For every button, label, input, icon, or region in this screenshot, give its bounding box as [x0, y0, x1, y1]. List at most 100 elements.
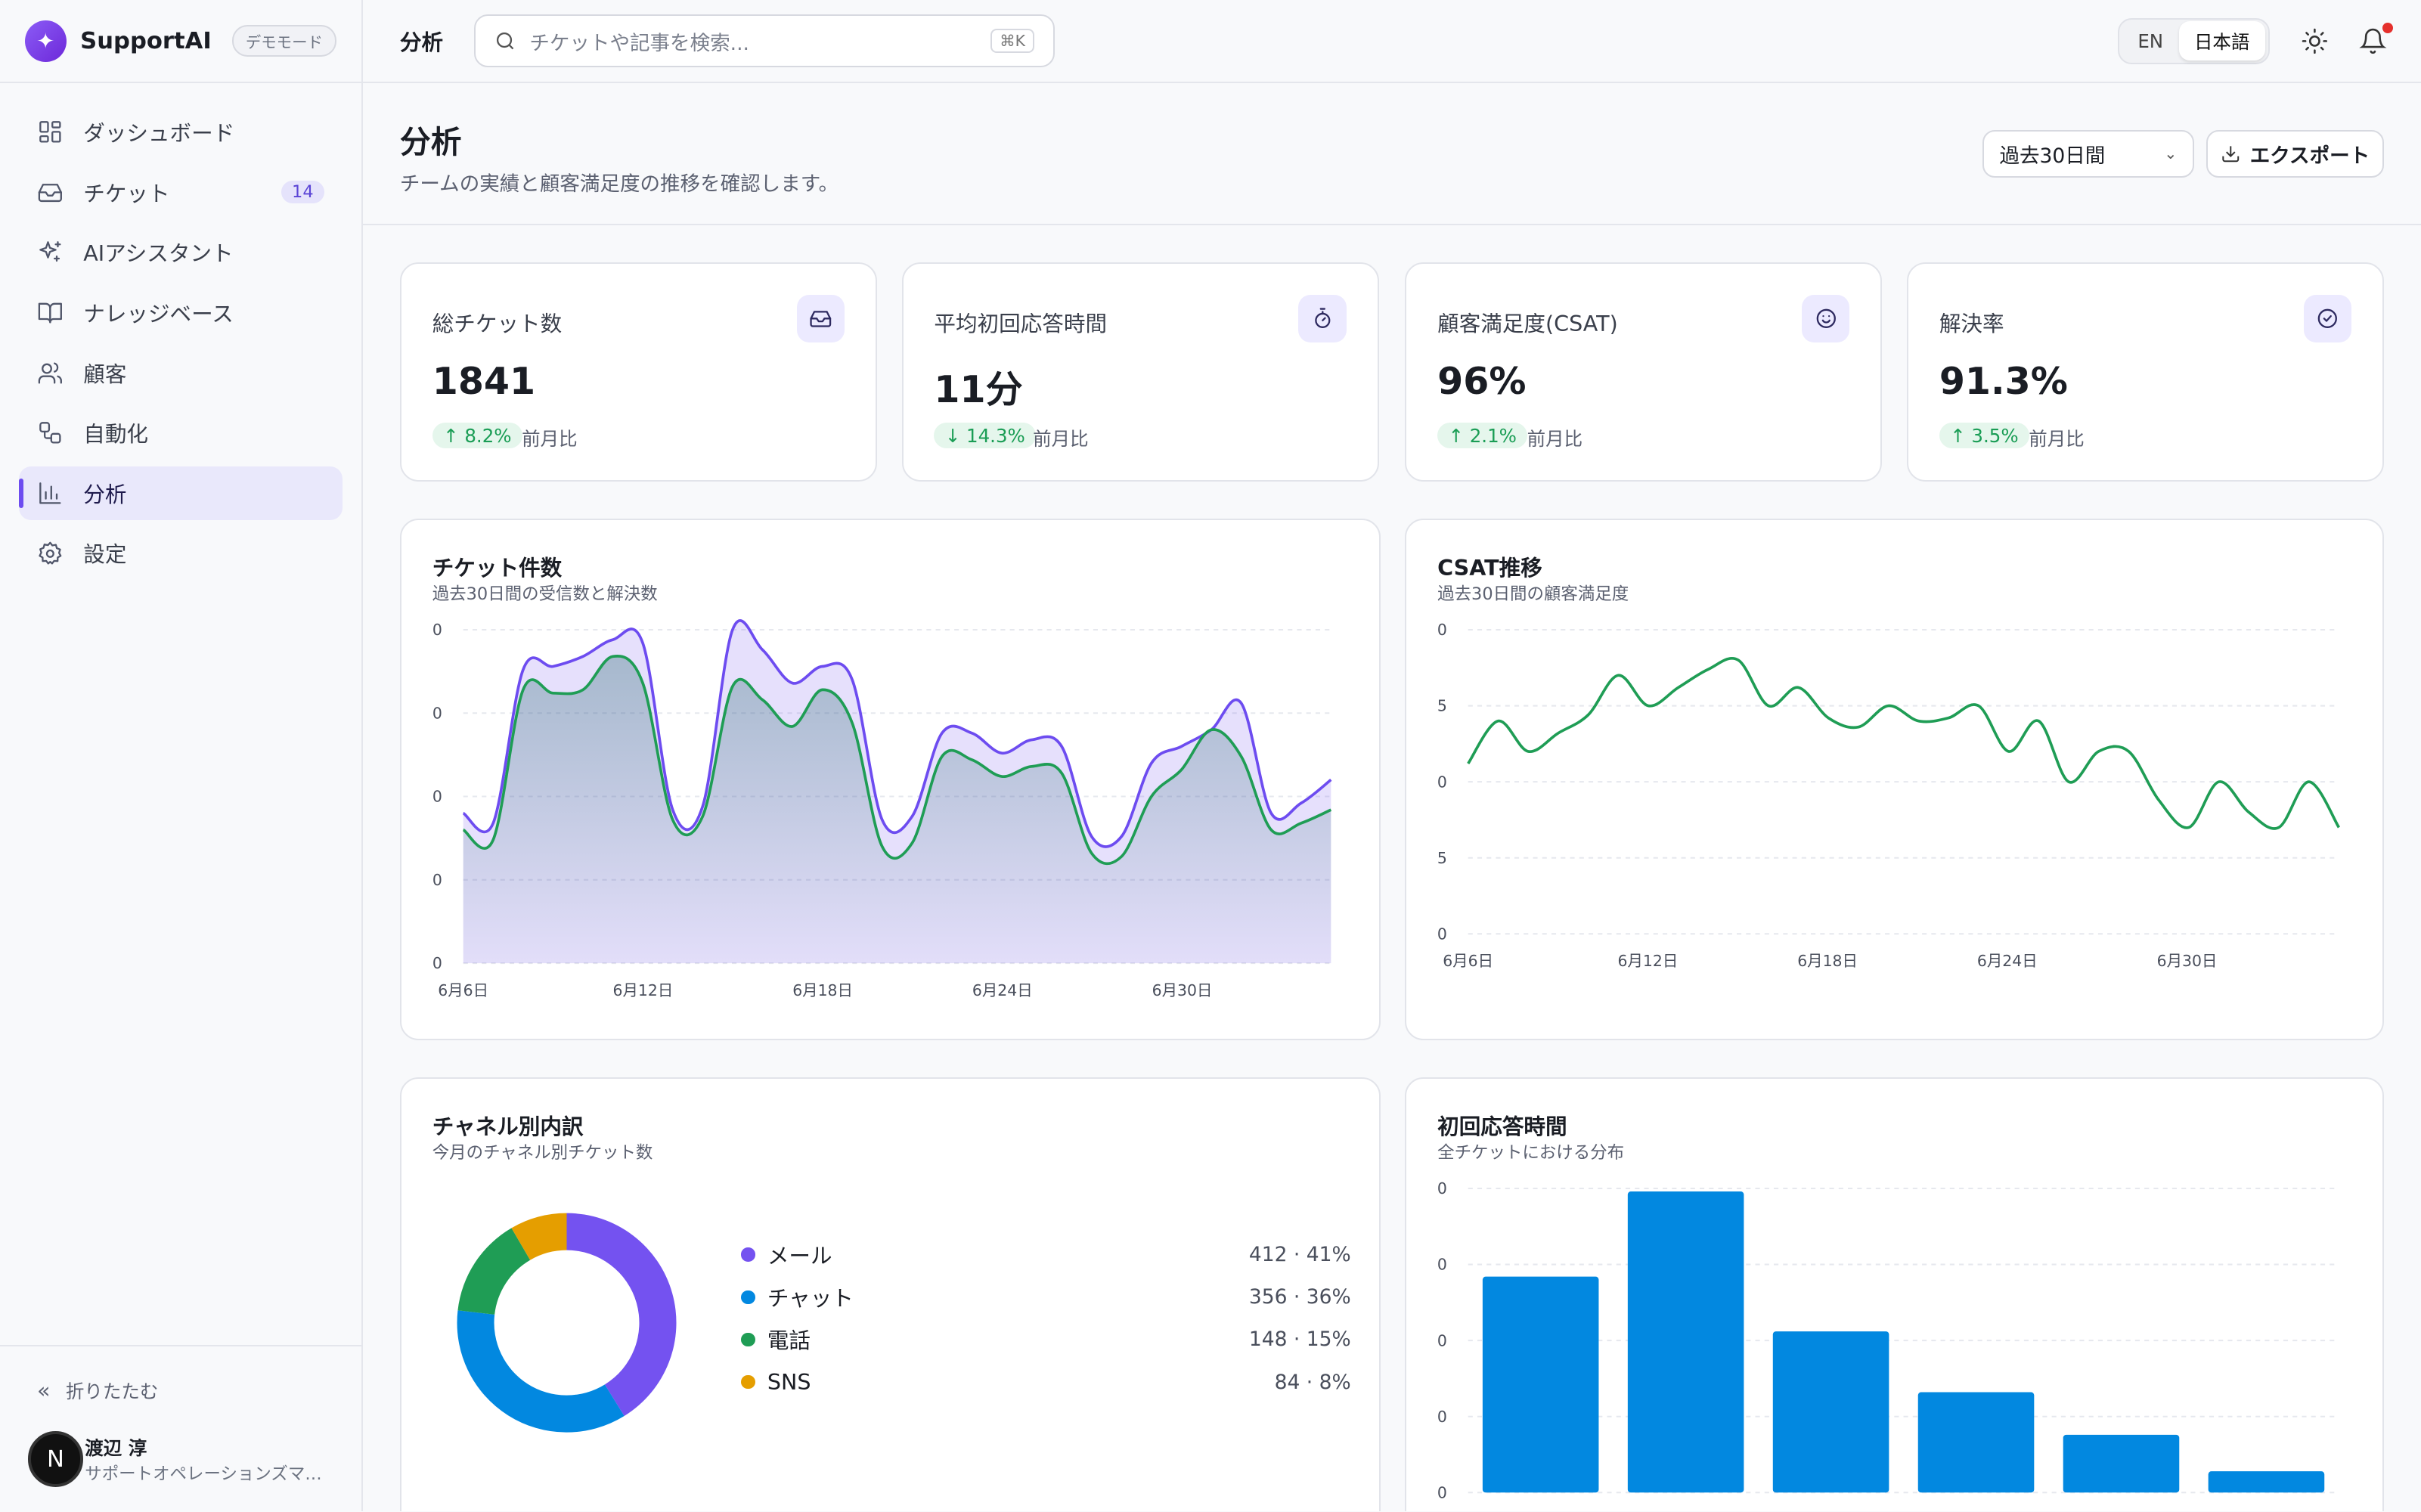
collapse-label: 折りたたむ	[65, 1380, 159, 1402]
sidebar-nav: ダッシュボード チケット 14 AIアシスタント ナレッジベース 顧客 自	[0, 83, 361, 608]
inbox-icon	[38, 183, 62, 202]
y-tick-label: 0	[1437, 925, 1447, 943]
y-tick-label: 0	[432, 871, 442, 889]
download-icon	[2222, 146, 2240, 163]
chart-title: チャネル別内訳	[432, 1114, 584, 1140]
donut-slice	[511, 1213, 567, 1261]
y-tick-label: 0	[1437, 1408, 1447, 1426]
sidebar-item-label: 分析	[83, 481, 127, 507]
sidebar-item-customers[interactable]: 顧客	[19, 345, 343, 399]
kpi-compare: 前月比	[1527, 427, 1583, 450]
bar-chart-icon	[39, 482, 61, 504]
kpi-value: 1841	[432, 359, 536, 403]
x-tick-label: 6月12日	[612, 981, 673, 999]
bar	[2063, 1435, 2180, 1493]
sidebar-item-ai-assistant[interactable]: AIアシスタント	[19, 225, 343, 279]
kpi-card-total-tickets: 総チケット数 1841 ↑ 8.2% 前月比	[399, 262, 877, 482]
channel-donut-chart	[457, 1213, 677, 1433]
sidebar-item-knowledge-base[interactable]: ナレッジベース	[19, 286, 343, 339]
smile-icon	[1802, 294, 1850, 343]
user-profile[interactable]: N 渡辺 淳 サポートオペレーションズマネージャー	[0, 1404, 361, 1487]
x-tick-label: 6月18日	[1797, 952, 1858, 970]
channel-legend: メール 412 · 41% チャット 356 · 36% 電話 148 · 15…	[741, 1234, 1351, 1404]
chevron-down-icon: ⌄	[2164, 144, 2178, 163]
y-tick-label: 0	[1437, 1332, 1447, 1350]
avatar: N	[27, 1431, 84, 1487]
brand-logo-icon[interactable]: ✦	[24, 20, 67, 62]
kpi-label: 顧客満足度(CSAT)	[1437, 311, 1618, 337]
chevrons-left-icon: «	[37, 1377, 51, 1403]
page-subtitle: チームの実績と顧客満足度の推移を確認します。	[399, 172, 839, 196]
theme-toggle-button[interactable]	[2301, 27, 2329, 55]
sidebar-item-label: 顧客	[83, 361, 127, 387]
lang-ja-button[interactable]: 日本語	[2178, 21, 2265, 60]
sidebar-item-label: ダッシュボード	[83, 120, 235, 147]
x-tick-label: 6月30日	[2157, 952, 2218, 970]
legend-item: メール 412 · 41%	[741, 1234, 1351, 1276]
search-icon	[497, 32, 514, 50]
notification-dot	[2382, 22, 2394, 33]
sidebar-item-label: 自動化	[83, 421, 148, 448]
export-button[interactable]: エクスポート	[2206, 129, 2384, 178]
kpi-value: 91.3%	[1939, 359, 2068, 403]
kpi-compare: 前月比	[2029, 427, 2085, 450]
x-tick-label: 6月18日	[792, 981, 853, 999]
date-range-select[interactable]: 過去30日間 ⌄	[1982, 129, 2194, 178]
sidebar-item-dashboard[interactable]: ダッシュボード	[19, 105, 343, 159]
kpi-compare: 前月比	[522, 427, 578, 450]
series-1-line	[462, 619, 1332, 848]
y-tick-label: 0	[1437, 1180, 1447, 1198]
chart-title: 初回応答時間	[1437, 1114, 1567, 1140]
sidebar-item-automation[interactable]: 自動化	[19, 406, 343, 460]
workflow-icon	[39, 422, 61, 444]
brand: ✦ SupportAI デモモード	[0, 0, 361, 84]
ticket-count-badge: 14	[281, 181, 324, 204]
search-placeholder: チケットや記事を検索...	[529, 31, 749, 55]
legend-label: メール	[767, 1243, 832, 1269]
kpi-card-resolution-rate: 解決率 91.3% ↑ 3.5% 前月比	[1906, 262, 2384, 482]
demo-mode-badge: デモモード	[231, 25, 337, 57]
bar	[1918, 1392, 2035, 1493]
page-header: 分析 チームの実績と顧客満足度の推移を確認します。 過去30日間 ⌄ エクスポー…	[362, 83, 2421, 226]
kpi-compare: 前月比	[1033, 427, 1089, 450]
donut-slice	[457, 1310, 625, 1433]
legend-label: SNS	[767, 1369, 811, 1396]
kpi-card-csat: 顧客満足度(CSAT) 96% ↑ 2.1% 前月比	[1405, 262, 1883, 482]
kpi-label: 解決率	[1939, 311, 2004, 337]
kpi-delta: ↑ 8.2%	[432, 423, 522, 448]
topbar: 分析 チケットや記事を検索... ⌘K EN 日本語	[362, 0, 2421, 84]
sidebar-item-analytics[interactable]: 分析	[18, 466, 343, 521]
notifications-button[interactable]	[2359, 22, 2394, 55]
donut-slice	[566, 1213, 677, 1417]
legend-swatch	[741, 1290, 755, 1304]
chart-subtitle: 全チケットにおける分布	[1437, 1143, 1625, 1163]
date-range-value: 過去30日間	[1999, 144, 2106, 168]
legend-value: 84 · 8%	[1274, 1370, 1351, 1394]
ticket-volume-card: チケット件数 過去30日間の受信数と解決数 0 0 0 0 0 6月6日 6月12日 6月18…	[399, 519, 1381, 1041]
legend-label: 電話	[767, 1328, 811, 1354]
legend-swatch	[741, 1374, 755, 1390]
y-tick-label: 0	[432, 954, 442, 972]
stopwatch-icon	[1298, 294, 1347, 343]
bar	[1628, 1191, 1744, 1493]
export-label: エクスポート	[2249, 144, 2370, 168]
gear-icon	[39, 541, 62, 565]
search-input[interactable]: チケットや記事を検索... ⌘K	[473, 14, 1055, 67]
legend-value: 356 · 36%	[1248, 1285, 1351, 1309]
inbox-icon	[796, 294, 845, 343]
legend-label: チャット	[767, 1285, 854, 1312]
y-tick-label: 0	[1437, 773, 1447, 791]
sidebar-item-label: 設定	[83, 541, 127, 568]
sidebar-item-tickets[interactable]: チケット 14	[19, 165, 343, 218]
sidebar-footer: « 折りたたむ N 渡辺 淳 サポートオペレーションズマネージャー	[0, 1344, 361, 1512]
sidebar-item-settings[interactable]: 設定	[19, 526, 343, 580]
chart-title: CSAT推移	[1437, 554, 1542, 581]
chart-subtitle: 過去30日間の受信数と解決数	[432, 584, 658, 604]
x-tick-label: 6月24日	[1977, 952, 2038, 970]
bar	[2208, 1471, 2325, 1493]
collapse-sidebar-button[interactable]: « 折りたたむ	[0, 1346, 361, 1404]
y-tick-label: 5	[1437, 697, 1447, 715]
series-2-line	[462, 655, 1331, 866]
lang-en-button[interactable]: EN	[2137, 29, 2164, 52]
sparkles-icon	[39, 241, 61, 262]
